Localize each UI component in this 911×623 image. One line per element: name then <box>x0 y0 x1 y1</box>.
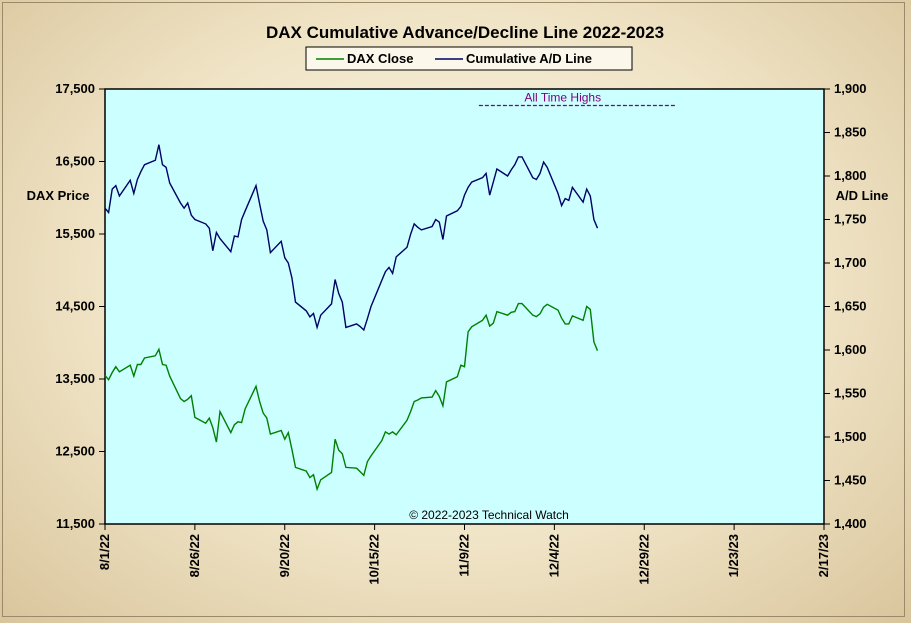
left-tick-label: 13,500 <box>55 371 95 386</box>
right-tick-label: 1,650 <box>834 299 867 314</box>
x-tick-label: 9/20/22 <box>277 534 292 577</box>
left-tick-label: 12,500 <box>55 444 95 459</box>
x-axis: 8/1/22 8/26/22 9/20/22 10/15/22 11/9/22 12/4/… <box>97 524 831 585</box>
left-axis: 17,500 16,500 15,500 14,500 13,500 12,500 11,5… <box>55 81 105 531</box>
x-tick-label: 8/26/22 <box>187 534 202 577</box>
right-axis: 1,900 1,850 1,800 1,750 1,700 1,650 1,600 1,550… <box>824 81 867 531</box>
series-dax-close-line <box>104 302 599 492</box>
right-tick-label: 1,700 <box>834 255 867 270</box>
legend-dax-label: DAX Close <box>347 51 413 66</box>
right-tick-label: 1,500 <box>834 429 867 444</box>
left-tick-label: 11,500 <box>56 516 95 531</box>
chart-frame <box>2 2 905 617</box>
x-tick-label: 12/29/22 <box>636 534 651 585</box>
plot-area <box>104 88 825 525</box>
legend-ad-label: Cumulative A/D Line <box>466 51 592 66</box>
right-tick-label: 1,900 <box>834 81 867 96</box>
left-axis-label: DAX Price <box>27 188 90 203</box>
all-time-highs-label: All Time Highs <box>524 91 601 105</box>
right-tick-label: 1,600 <box>834 342 867 357</box>
x-tick-label: 11/9/22 <box>457 534 472 577</box>
right-tick-label: 1,750 <box>834 212 867 227</box>
right-tick-label: 1,400 <box>834 516 867 531</box>
right-tick-label: 1,800 <box>834 168 867 183</box>
left-tick-label: 14,500 <box>55 299 95 314</box>
left-tick-label: 16,500 <box>55 154 95 169</box>
left-tick-label: 17,500 <box>55 81 95 96</box>
chart-title: DAX Cumulative Advance/Decline Line 2022… <box>266 23 664 42</box>
left-tick-label: 15,500 <box>55 226 95 241</box>
legend-box <box>305 46 633 71</box>
copyright-text: © 2022-2023 Technical Watch <box>409 508 569 522</box>
x-tick-label: 1/23/23 <box>726 534 741 577</box>
x-tick-label: 12/4/22 <box>546 534 561 577</box>
right-tick-label: 1,850 <box>834 125 867 140</box>
series-cumulative-ad-line <box>104 144 599 332</box>
right-tick-label: 1,550 <box>834 386 867 401</box>
x-tick-label: 2/17/23 <box>816 534 831 577</box>
x-tick-label: 10/15/22 <box>367 534 382 585</box>
legend: DAX Close Cumulative A/D Line <box>305 46 633 71</box>
x-tick-label: 8/1/22 <box>97 534 112 570</box>
right-axis-label: A/D Line <box>836 188 889 203</box>
right-tick-label: 1,450 <box>834 473 867 488</box>
